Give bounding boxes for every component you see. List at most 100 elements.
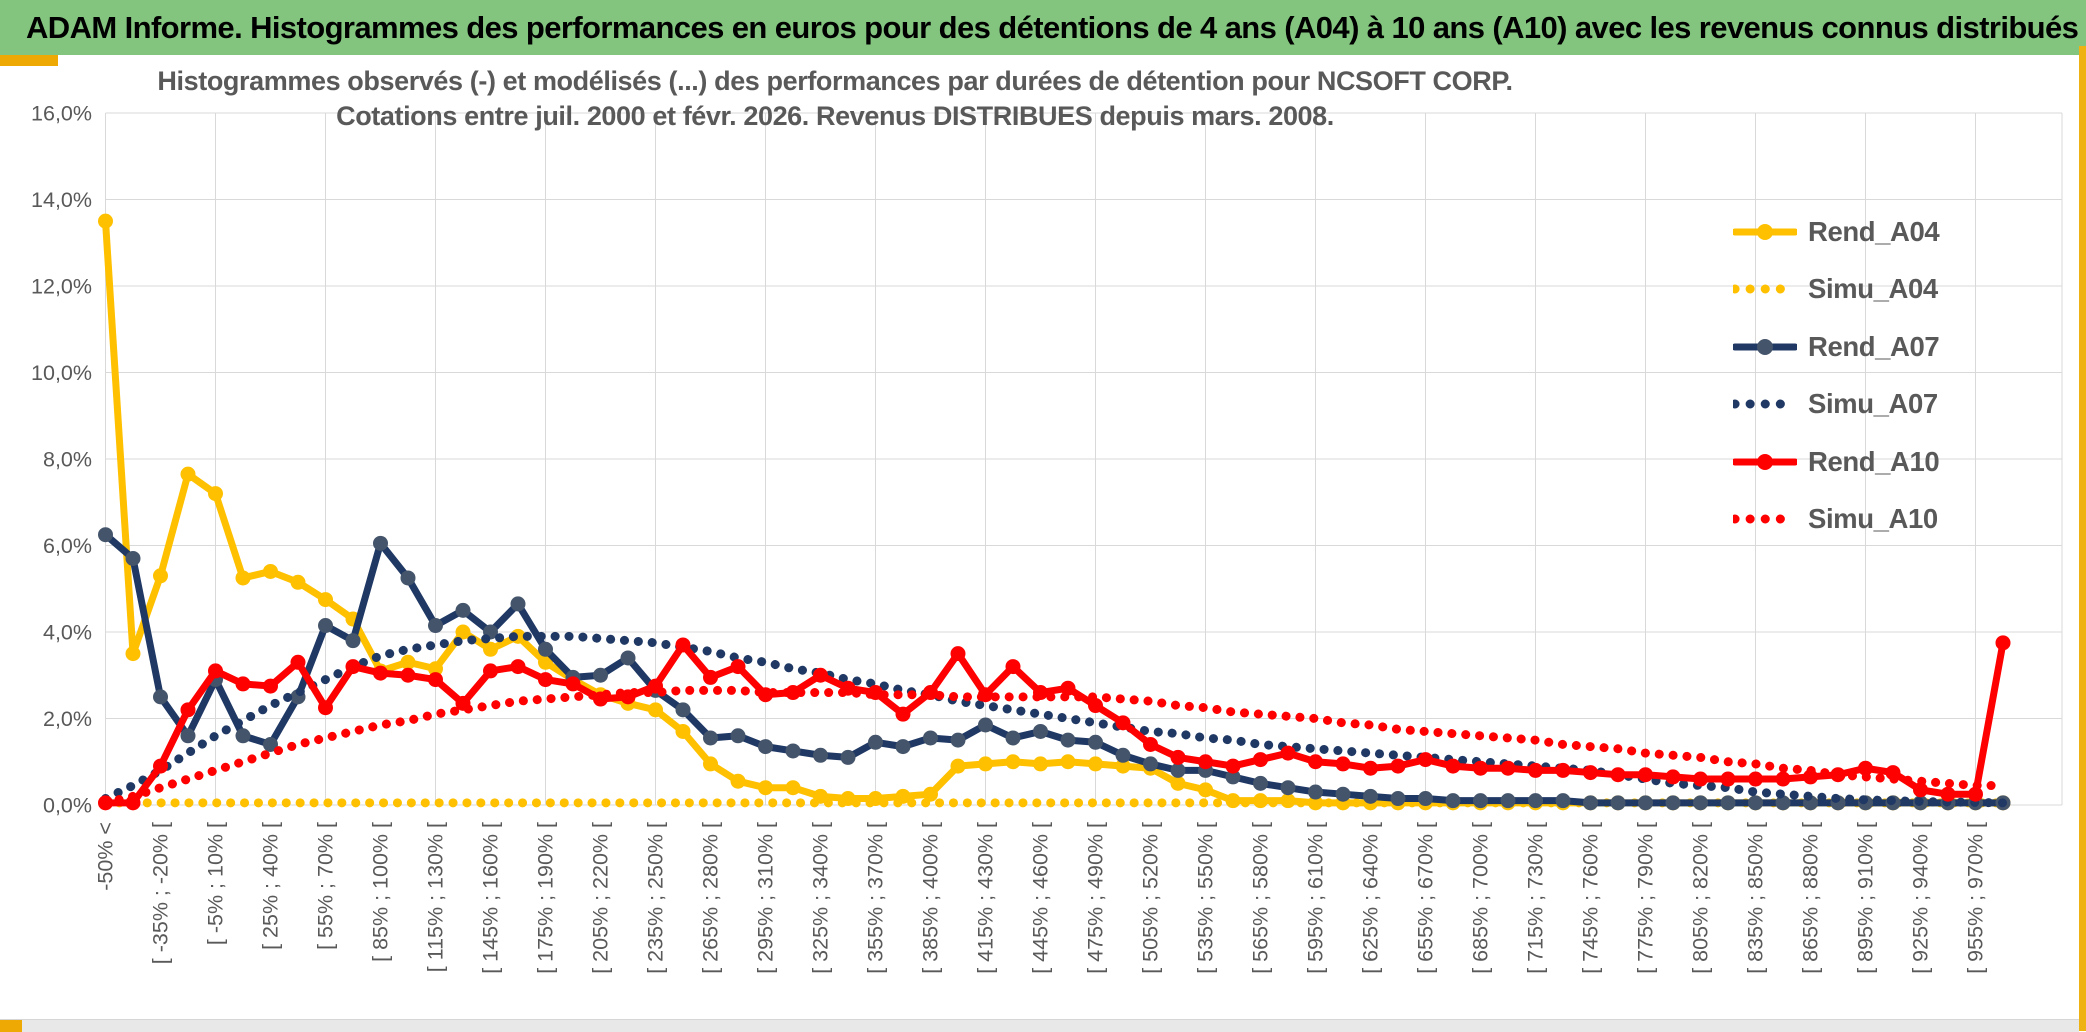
data-point-marker[interactable] — [153, 568, 168, 584]
data-point-marker[interactable] — [1198, 754, 1213, 770]
data-point-marker[interactable] — [98, 213, 113, 229]
data-point-marker[interactable] — [125, 550, 141, 566]
data-point-marker[interactable] — [153, 758, 168, 774]
data-point-marker[interactable] — [538, 654, 553, 670]
data-point-marker[interactable] — [620, 650, 636, 666]
data-point-marker[interactable] — [675, 702, 691, 718]
data-point-marker[interactable] — [180, 466, 196, 482]
data-point-marker[interactable] — [180, 702, 196, 718]
data-point-marker[interactable] — [483, 663, 498, 679]
data-point-marker[interactable] — [428, 618, 443, 634]
data-point-marker[interactable] — [1775, 795, 1791, 811]
data-point-marker[interactable] — [1693, 771, 1708, 787]
data-point-marker[interactable] — [1473, 793, 1488, 809]
data-point-marker[interactable] — [1638, 767, 1653, 783]
data-point-marker[interactable] — [1555, 762, 1571, 778]
data-point-marker[interactable] — [483, 641, 498, 657]
data-point-marker[interactable] — [978, 717, 993, 733]
data-point-marker[interactable] — [565, 676, 581, 692]
data-point-marker[interactable] — [510, 596, 526, 612]
data-point-marker[interactable] — [813, 747, 828, 763]
data-point-marker[interactable] — [1033, 723, 1048, 739]
data-point-marker[interactable] — [1583, 795, 1598, 811]
data-point-marker[interactable] — [1005, 754, 1021, 770]
data-point-marker[interactable] — [1280, 745, 1296, 761]
data-point-marker[interactable] — [675, 723, 691, 739]
legend-item-rend-a10[interactable]: Rend_A10 — [1733, 433, 1940, 491]
legend-item-simu-a07[interactable]: Simu_A07 — [1733, 376, 1939, 434]
data-point-marker[interactable] — [1308, 784, 1323, 800]
data-point-marker[interactable] — [1665, 769, 1681, 785]
data-point-marker[interactable] — [235, 728, 251, 744]
series-line-Rend_A10[interactable] — [102, 639, 2007, 807]
data-point-marker[interactable] — [1170, 749, 1186, 765]
data-point-marker[interactable] — [1528, 762, 1543, 778]
data-point-marker[interactable] — [758, 780, 773, 796]
data-point-marker[interactable] — [1858, 760, 1873, 776]
data-point-marker[interactable] — [538, 672, 553, 688]
data-point-marker[interactable] — [703, 756, 718, 772]
data-point-marker[interactable] — [923, 730, 938, 746]
data-point-marker[interactable] — [1363, 760, 1378, 776]
data-point-marker[interactable] — [1005, 659, 1021, 675]
data-point-marker[interactable] — [1913, 782, 1928, 798]
data-point-marker[interactable] — [153, 689, 168, 705]
data-point-marker[interactable] — [180, 728, 196, 744]
data-point-marker[interactable] — [1253, 752, 1268, 768]
data-point-marker[interactable] — [1143, 736, 1158, 752]
data-point-marker[interactable] — [235, 570, 251, 586]
data-point-marker[interactable] — [1088, 756, 1103, 772]
data-point-marker[interactable] — [1720, 771, 1736, 787]
data-point-marker[interactable] — [730, 728, 746, 744]
series-line-Simu_A10[interactable] — [101, 685, 2008, 808]
series-Rend_A07[interactable] — [98, 527, 2011, 811]
legend-item-simu-a04[interactable]: Simu_A04 — [1733, 261, 1939, 319]
data-point-marker[interactable] — [1335, 786, 1351, 802]
data-point-marker[interactable] — [235, 676, 251, 692]
data-point-marker[interactable] — [1390, 758, 1406, 774]
data-point-marker[interactable] — [1528, 793, 1543, 809]
data-point-marker[interactable] — [895, 706, 911, 722]
data-point-marker[interactable] — [1115, 747, 1131, 763]
data-point-marker[interactable] — [290, 574, 306, 590]
series-Simu_A07[interactable] — [101, 631, 2008, 808]
data-point-marker[interactable] — [373, 665, 388, 681]
data-point-marker[interactable] — [1088, 734, 1103, 750]
data-point-marker[interactable] — [703, 669, 718, 685]
data-point-marker[interactable] — [263, 563, 278, 579]
series-line-Rend_A04[interactable] — [102, 217, 2007, 807]
data-point-marker[interactable] — [1500, 793, 1516, 809]
series-line-Simu_A07[interactable] — [101, 631, 2008, 808]
data-point-marker[interactable] — [345, 633, 361, 649]
data-point-marker[interactable] — [1418, 752, 1433, 768]
data-point-marker[interactable] — [1748, 795, 1763, 811]
data-point-marker[interactable] — [538, 641, 553, 657]
data-point-marker[interactable] — [1775, 771, 1791, 787]
data-point-marker[interactable] — [1060, 732, 1076, 748]
data-point-marker[interactable] — [703, 730, 718, 746]
data-point-marker[interactable] — [1995, 635, 2011, 651]
data-point-marker[interactable] — [593, 667, 608, 683]
data-point-marker[interactable] — [1445, 758, 1461, 774]
data-point-marker[interactable] — [345, 659, 361, 675]
data-point-marker[interactable] — [1170, 775, 1186, 791]
data-point-marker[interactable] — [1390, 791, 1406, 807]
data-point-marker[interactable] — [1638, 795, 1653, 811]
data-point-marker[interactable] — [1500, 760, 1516, 776]
data-point-marker[interactable] — [98, 527, 113, 543]
data-point-marker[interactable] — [978, 756, 993, 772]
data-point-marker[interactable] — [510, 659, 526, 675]
data-point-marker[interactable] — [1088, 698, 1103, 714]
bottom-strip[interactable] — [0, 1019, 2079, 1032]
data-point-marker[interactable] — [1143, 756, 1158, 772]
data-point-marker[interactable] — [1693, 795, 1708, 811]
series-line-Rend_A07[interactable] — [102, 531, 2007, 807]
data-point-marker[interactable] — [263, 736, 278, 752]
legend-item-rend-a04[interactable]: Rend_A04 — [1733, 203, 1940, 261]
data-point-marker[interactable] — [1555, 793, 1571, 809]
data-point-marker[interactable] — [1720, 795, 1736, 811]
data-point-marker[interactable] — [1363, 788, 1378, 804]
data-point-marker[interactable] — [428, 672, 443, 688]
data-point-marker[interactable] — [455, 624, 471, 640]
data-point-marker[interactable] — [730, 773, 746, 789]
